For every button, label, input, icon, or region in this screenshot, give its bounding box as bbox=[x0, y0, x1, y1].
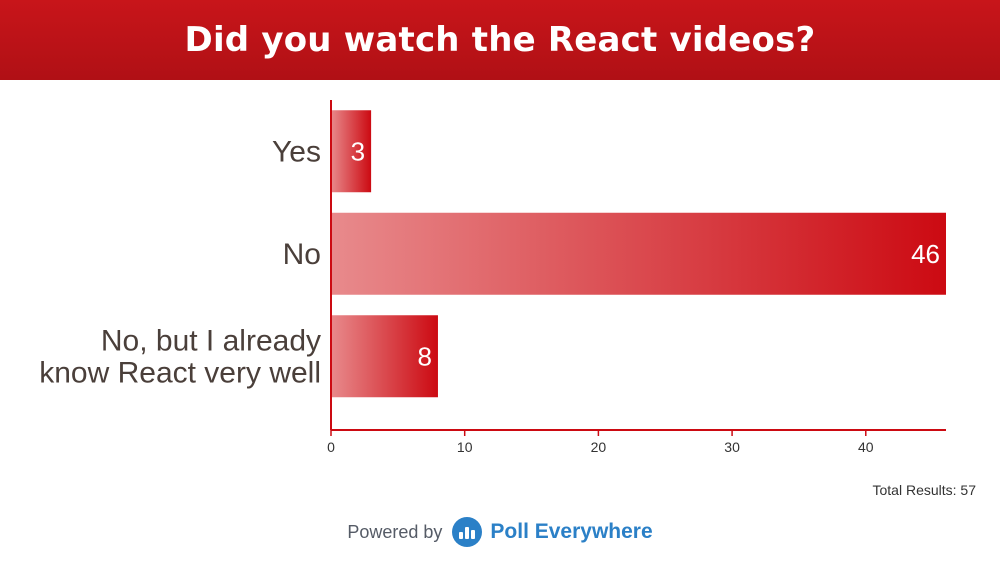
x-tick-label-1: 10 bbox=[457, 439, 473, 455]
x-tick-label-4: 40 bbox=[858, 439, 874, 455]
category-label-0-line-0: Yes bbox=[272, 135, 321, 168]
category-label-2-line-0: No, but I already bbox=[101, 324, 321, 357]
category-label-2-line-1: know React very well bbox=[39, 356, 321, 389]
header-bar: Did you watch the React videos? bbox=[0, 0, 1000, 80]
bar-chart: 0 10 20 30 40 3 Yes 46 No 8 No, but I alreadyknow… bbox=[39, 100, 946, 455]
powered-by-text: Powered by bbox=[347, 521, 443, 542]
powered-by-footer: Powered by Poll Everywhere bbox=[0, 512, 1000, 552]
bar-1 bbox=[331, 212, 946, 295]
bar-0 bbox=[331, 110, 372, 193]
bar-2 bbox=[331, 315, 438, 398]
x-tick-label-2: 20 bbox=[591, 439, 607, 455]
category-label-1-line-0: No bbox=[283, 238, 321, 271]
total-results: Total Results: 57 bbox=[872, 482, 977, 498]
bar-value-label-0: 3 bbox=[351, 136, 365, 166]
page-title: Did you watch the React videos? bbox=[184, 20, 816, 60]
bar-value-label-1: 46 bbox=[911, 239, 940, 269]
bar-value-label-2: 8 bbox=[417, 341, 431, 371]
brand-link[interactable]: Poll Everywhere bbox=[452, 517, 653, 547]
x-tick-label-0: 0 bbox=[327, 439, 335, 455]
poll-everywhere-logo-icon bbox=[452, 517, 483, 547]
x-tick-label-3: 30 bbox=[724, 439, 740, 455]
brand-name: Poll Everywhere bbox=[490, 520, 653, 543]
